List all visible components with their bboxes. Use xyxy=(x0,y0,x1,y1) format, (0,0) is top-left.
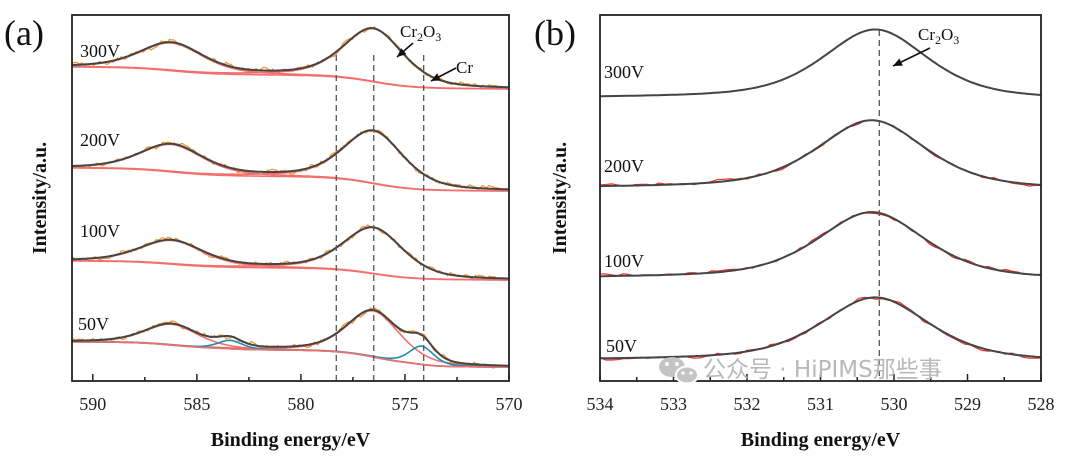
plot-frame xyxy=(71,14,510,382)
raw-data-line xyxy=(599,119,1041,187)
x-tick-label: 533 xyxy=(660,394,687,414)
fit-envelope-line xyxy=(600,28,1042,98)
fit-envelope-line xyxy=(72,308,509,367)
raw-data-line xyxy=(599,296,1042,361)
spectrum-50V: 50V xyxy=(72,307,510,369)
background-line xyxy=(72,66,509,90)
series-label-200V: 200V xyxy=(604,156,644,176)
spectrum-50V: 50V xyxy=(599,296,1042,361)
fit-envelope-line xyxy=(600,296,1042,360)
series-label-50V: 50V xyxy=(606,336,637,356)
series-label-100V: 100V xyxy=(604,251,644,271)
series-label-50V: 50V xyxy=(78,314,109,334)
y-axis-title: Intensity/a.u. xyxy=(29,142,51,254)
series-label-300V: 300V xyxy=(604,62,644,82)
fit-envelope-line xyxy=(72,27,509,89)
x-tick-label: 534 xyxy=(587,394,614,414)
series-label-100V: 100V xyxy=(80,221,120,241)
spectrum-100V: 100V xyxy=(599,211,1042,278)
arrow-head-icon xyxy=(431,73,441,81)
fit-envelope-line xyxy=(72,129,510,191)
raw-data-line xyxy=(72,129,510,191)
background-line xyxy=(72,260,509,281)
panel-label: (b) xyxy=(534,13,576,53)
panel-a: 300V 200V 100V 50V 590 585 580 575 570 Binding en… xyxy=(4,13,523,451)
spectrum-200V: 200V xyxy=(599,119,1042,188)
x-tick-label: 585 xyxy=(183,394,210,414)
spectrum-300V: 300V xyxy=(599,28,1042,98)
component-peak-Cr2O3-576.5 xyxy=(72,226,510,280)
x-tick-label: 570 xyxy=(496,394,523,414)
x-tick-label: 580 xyxy=(287,394,314,414)
spectrum-300V: 300V xyxy=(71,25,510,90)
spectrum-200V: 200V xyxy=(71,129,510,192)
plot-frame xyxy=(599,14,1042,382)
component-peak-Cr2O3-576.5 xyxy=(71,27,509,89)
background-line xyxy=(72,341,509,368)
y-axis-title: Intensity/a.u. xyxy=(549,142,571,254)
x-axis-title: Binding energy/eV xyxy=(211,429,371,451)
wechat-icon xyxy=(659,357,699,385)
annotation-Cr2O3: Cr2O3 xyxy=(400,22,441,44)
x-axis-title: Binding energy/eV xyxy=(741,429,901,451)
raw-data-line xyxy=(72,25,510,90)
raw-data-line xyxy=(599,212,1042,277)
watermark-text: 公众号 · HiPIMS那些事 xyxy=(703,357,942,383)
component-peak-Cr2O3-576.5 xyxy=(72,129,509,191)
component-peak-Cr-583.4 xyxy=(72,339,509,368)
background-line xyxy=(72,167,509,192)
annotation-Cr2O3: Cr2O3 xyxy=(918,25,959,47)
fit-envelope-line xyxy=(600,119,1042,188)
x-tick-label: 528 xyxy=(1028,394,1055,414)
x-tick-label: 531 xyxy=(807,394,834,414)
panel-b: 300V 200V 100V 50V 534 533 532 531 530 529 528 Bind… xyxy=(534,13,1055,451)
raw-data-line xyxy=(599,28,1042,97)
series-label-300V: 300V xyxy=(80,41,120,61)
panel-label: (a) xyxy=(4,13,44,53)
x-tick-label: 529 xyxy=(954,394,981,414)
spectrum-100V: 100V xyxy=(71,221,510,282)
arrow-head-icon xyxy=(397,48,407,57)
fit-envelope-line xyxy=(71,226,509,280)
series-label-200V: 200V xyxy=(80,130,120,150)
fit-envelope-line xyxy=(600,211,1042,278)
watermark: 公众号 · HiPIMS那些事 xyxy=(659,357,942,385)
x-tick-label: 575 xyxy=(391,394,418,414)
x-tick-label: 530 xyxy=(881,394,908,414)
raw-data-line xyxy=(72,307,510,369)
arrow-head-icon xyxy=(893,58,903,66)
x-tick-label: 532 xyxy=(734,394,761,414)
x-tick-label: 590 xyxy=(79,394,106,414)
annotation-Cr: Cr xyxy=(456,58,473,77)
